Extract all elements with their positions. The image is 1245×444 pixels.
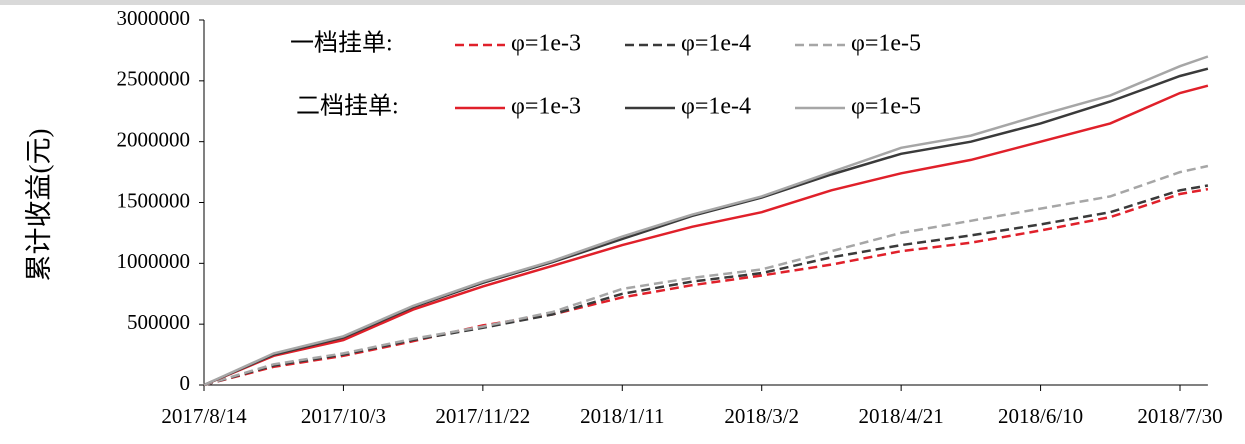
y-tick-label: 1000000 (117, 249, 191, 273)
y-tick-label: 3000000 (117, 6, 191, 30)
y-tick-label: 2000000 (117, 127, 191, 151)
x-tick-label: 2017/10/3 (301, 404, 386, 428)
y-tick-label: 2500000 (117, 67, 191, 91)
legend-label: φ=1e-4 (681, 94, 751, 120)
legend-label: φ=1e-3 (511, 94, 581, 120)
x-tick-label: 2018/7/30 (1137, 404, 1222, 428)
y-tick-label: 0 (180, 371, 191, 395)
y-axis-label: 累计收益(元) (24, 129, 54, 282)
series-line (203, 55, 1209, 387)
x-tick-label: 2018/6/10 (998, 404, 1083, 428)
legend-label: φ=1e-3 (511, 31, 581, 57)
top-band (0, 0, 1245, 5)
legend-label: φ=1e-4 (681, 31, 751, 57)
x-tick-label: 2018/1/11 (580, 404, 664, 428)
legend-group-label: 一档挂单: (290, 30, 393, 57)
x-tick-label: 2018/4/21 (859, 404, 944, 428)
legend-label: φ=1e-5 (851, 31, 921, 57)
legend-group-label: 二档挂单: (296, 93, 399, 120)
series-line (203, 187, 1209, 387)
y-tick-label: 1500000 (117, 188, 191, 212)
x-tick-label: 2017/8/14 (161, 404, 247, 428)
y-tick-label: 500000 (127, 310, 190, 334)
x-tick-label: 2017/11/22 (435, 404, 530, 428)
x-tick-label: 2018/3/2 (724, 404, 799, 428)
series-line (203, 184, 1209, 387)
legend-label: φ=1e-5 (851, 94, 921, 120)
series-line (203, 84, 1209, 387)
series-line (203, 164, 1209, 387)
